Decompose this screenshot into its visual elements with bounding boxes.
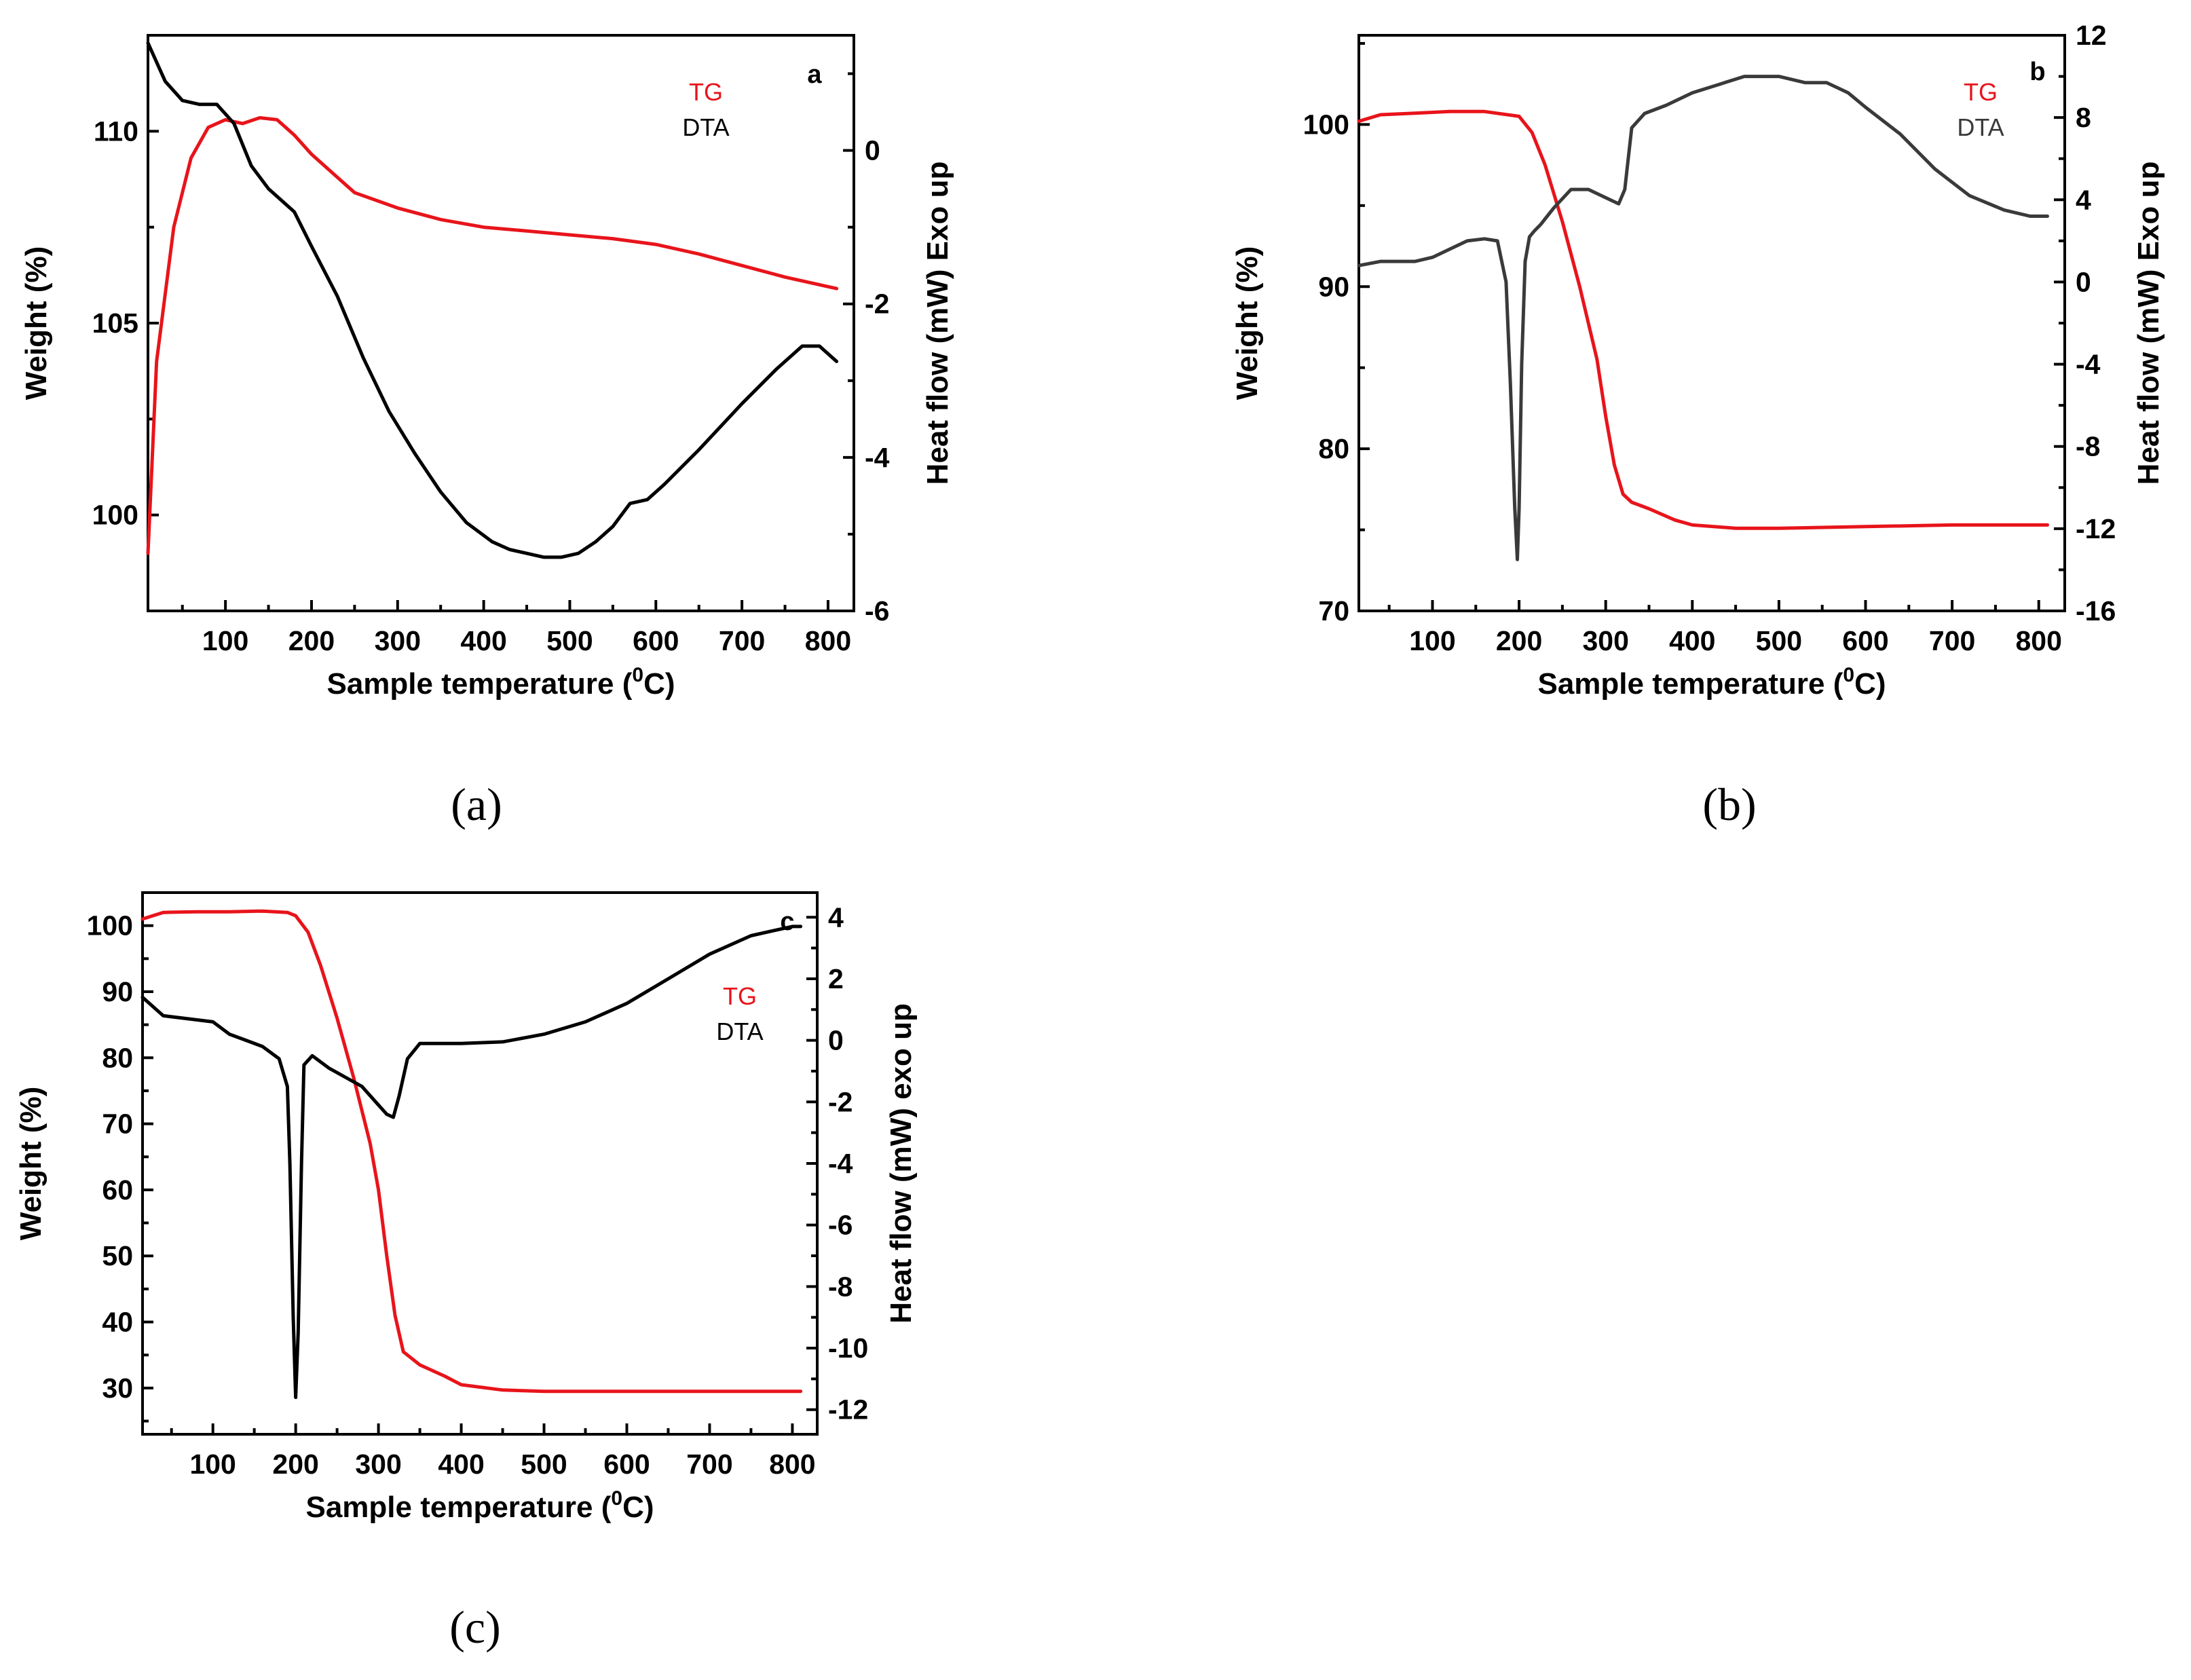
- y-right-tick-label: 0: [2076, 266, 2091, 297]
- x-axis-title: Sample temperature (0C): [1537, 664, 1886, 701]
- x-tick-label: 400: [438, 1449, 484, 1480]
- y-left-tick-label: 30: [102, 1373, 133, 1404]
- legend-entry-tg: TG: [1964, 78, 1998, 106]
- x-tick-label: 200: [288, 625, 335, 656]
- y-right-tick-label: 2: [828, 963, 844, 994]
- x-tick-label: 400: [460, 625, 506, 656]
- x-tick-label: 300: [375, 625, 421, 656]
- panel-caption: (c): [449, 1601, 500, 1653]
- y-left-tick-label: 50: [102, 1240, 133, 1271]
- x-tick-label: 700: [1929, 625, 1975, 656]
- y-right-tick-label: -4: [865, 442, 890, 473]
- x-tick-label: 500: [521, 1449, 567, 1480]
- x-tick-label: 300: [355, 1449, 401, 1480]
- y-right-tick-label: 0: [865, 135, 880, 166]
- chart-panel-b: 100 200 300 400 500 600 700 800708090100-16-12-…: [1231, 20, 2165, 830]
- x-tick-label: 100: [189, 1449, 236, 1480]
- y-left-tick-label: 100: [1303, 109, 1349, 140]
- y-right-tick-label: 0: [828, 1025, 844, 1056]
- x-axis-title: Sample temperature (0C): [326, 664, 675, 701]
- x-tick-label: 300: [1582, 625, 1628, 656]
- panel-caption: (a): [451, 779, 502, 830]
- y-right-tick-label: -16: [2076, 595, 2116, 627]
- x-tick-label: 800: [2016, 625, 2062, 656]
- y-left-tick-label: 105: [92, 307, 138, 339]
- x-tick-label: 600: [603, 1449, 650, 1480]
- y-left-tick-label: 100: [87, 910, 133, 941]
- y-left-tick-label: 100: [92, 500, 138, 531]
- y-right-tick-label: -12: [2076, 513, 2116, 544]
- x-tick-label: 200: [272, 1449, 318, 1480]
- x-tick-label: 800: [805, 625, 851, 656]
- plot-frame: [147, 34, 855, 612]
- y-left-tick-label: 70: [1318, 595, 1349, 627]
- y-right-tick-label: -8: [828, 1271, 853, 1302]
- legend-entry-dta: DTA: [716, 1018, 763, 1045]
- y-right-tick-label: -8: [2076, 431, 2100, 462]
- x-axis-title: Sample temperature (0C): [305, 1487, 654, 1524]
- y-right-tick-label: -6: [865, 595, 889, 627]
- y-left-tick-label: 80: [1318, 433, 1349, 464]
- y-right-tick-label: 8: [2076, 102, 2091, 133]
- y-left-tick-label: 90: [102, 976, 133, 1007]
- x-tick-label: 100: [202, 625, 248, 656]
- x-tick-label: 500: [546, 625, 593, 656]
- chart-panel-c: 100 200 300 400 500 600 700 8003040506070809010…: [14, 891, 918, 1653]
- y-left-axis-title: Weight (%): [1231, 246, 1264, 400]
- y-left-tick-label: 80: [102, 1042, 133, 1073]
- legend-entry-dta: DTA: [1957, 113, 2004, 141]
- x-tick-label: 600: [633, 625, 679, 656]
- x-tick-label: 600: [1842, 625, 1888, 656]
- y-right-tick-label: 4: [2076, 184, 2091, 215]
- y-left-tick-label: 110: [94, 115, 138, 147]
- series-line-dta: [1357, 75, 2049, 561]
- y-right-tick-label: -4: [828, 1148, 853, 1179]
- x-tick-label: 800: [769, 1449, 815, 1480]
- x-tick-label: 400: [1669, 625, 1715, 656]
- series-line-dta: [141, 925, 803, 1400]
- series-line-dta: [146, 41, 839, 559]
- y-right-tick-label: 4: [828, 901, 844, 933]
- x-tick-label: 200: [1496, 625, 1542, 656]
- panel-letter: c: [780, 908, 794, 936]
- panel-letter: b: [2029, 58, 2045, 86]
- panel-letter: a: [807, 60, 822, 89]
- y-right-tick-label: -2: [828, 1086, 853, 1117]
- y-right-tick-label: -4: [2076, 349, 2101, 380]
- y-right-tick-label: -10: [828, 1332, 868, 1364]
- y-left-tick-label: 40: [102, 1307, 133, 1338]
- legend-entry-tg: TG: [689, 78, 723, 106]
- legend-entry-dta: DTA: [682, 113, 729, 141]
- x-tick-label: 500: [1756, 625, 1802, 656]
- x-tick-label: 700: [686, 1449, 732, 1480]
- y-right-axis-title: Heat flow (mW) Exo up: [921, 162, 954, 485]
- x-tick-label: 100: [1409, 625, 1455, 656]
- y-right-tick-label: -6: [828, 1210, 853, 1241]
- y-right-tick-label: 12: [2076, 20, 2107, 51]
- y-left-tick-label: 60: [102, 1174, 133, 1206]
- series-line-tg: [141, 909, 803, 1394]
- legend-entry-tg: TG: [723, 982, 757, 1010]
- y-left-tick-label: 70: [102, 1108, 133, 1140]
- y-right-tick-label: -12: [828, 1394, 868, 1425]
- y-left-tick-label: 90: [1318, 271, 1349, 302]
- y-left-axis-title: Weight (%): [14, 1087, 48, 1241]
- y-left-axis-title: Weight (%): [20, 246, 53, 400]
- y-right-tick-label: -2: [865, 288, 889, 320]
- y-right-axis-title: Heat flow (mW) Exo up: [2132, 162, 2165, 485]
- chart-panel-a: 100 200 300 400 500 600 700 800 100 105 110 -6 -4 -2 0…: [20, 34, 954, 830]
- x-tick-label: 700: [719, 625, 765, 656]
- panel-caption: (b): [1702, 779, 1756, 830]
- plot-frame: [141, 891, 819, 1436]
- y-right-axis-title: Heat flow (mW) exo up: [884, 1003, 918, 1324]
- series-line-tg: [1357, 109, 2049, 530]
- series-line-tg: [146, 116, 839, 555]
